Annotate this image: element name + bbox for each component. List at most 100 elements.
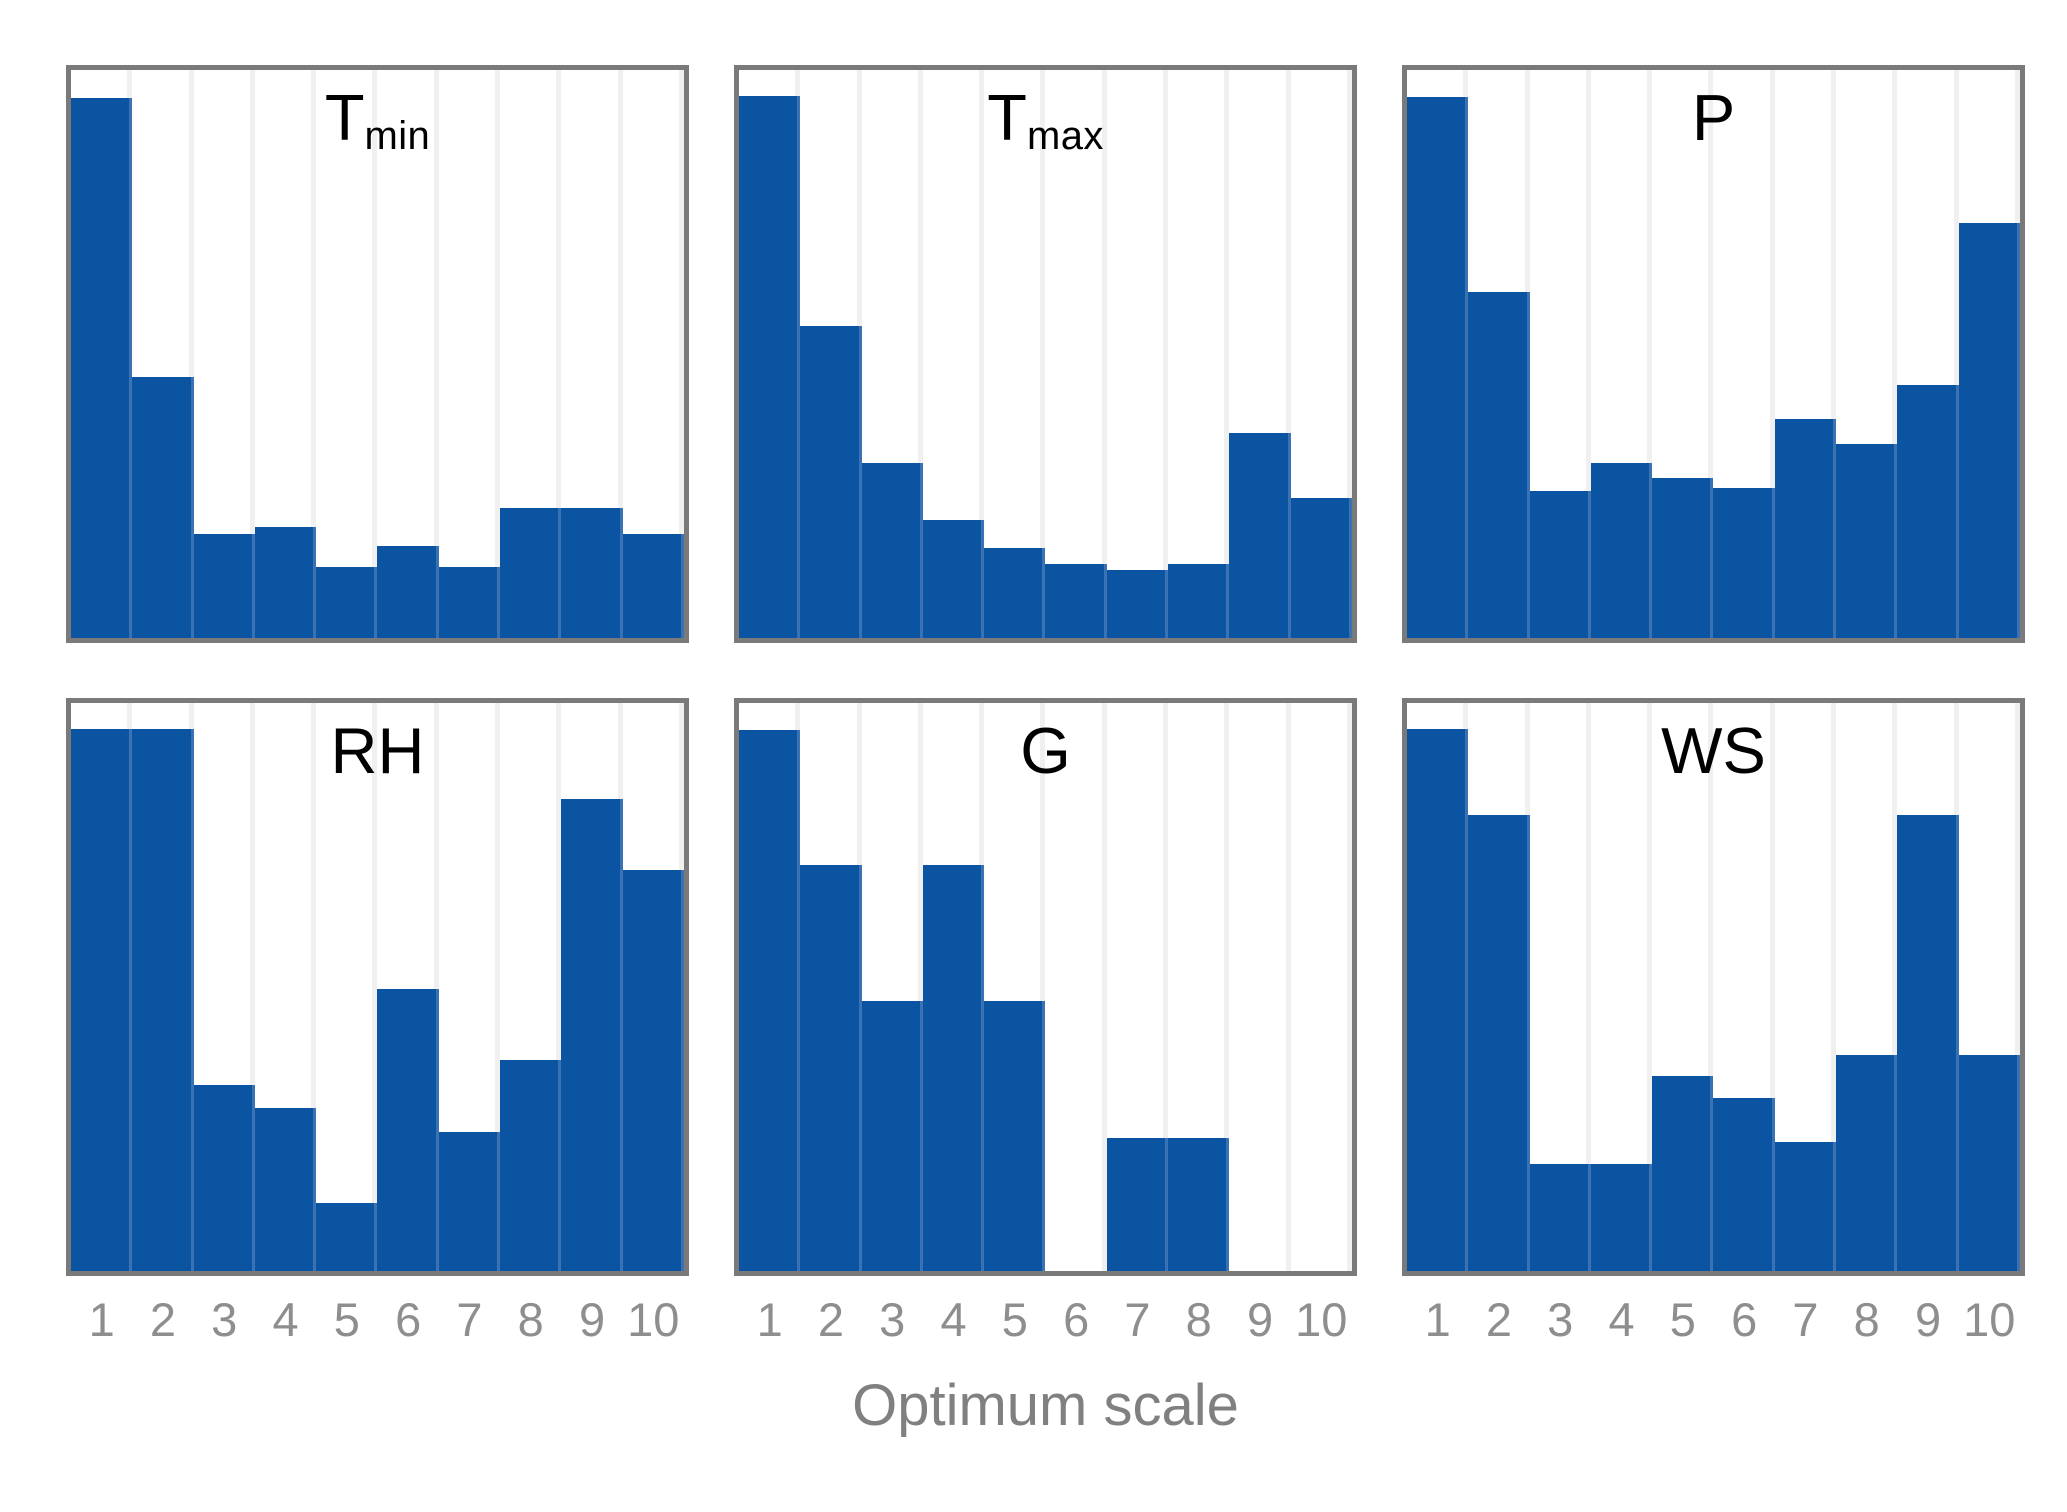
histogram-area <box>1407 703 2020 1271</box>
gridline <box>311 703 317 1271</box>
histogram-bar-9 <box>1897 815 1959 1271</box>
histogram-bar-7 <box>1106 1138 1169 1271</box>
x-tick-label-10: 10 <box>627 1293 680 1346</box>
histogram-bar-10 <box>622 870 684 1271</box>
histogram-bin-7 <box>438 703 501 1271</box>
histogram-bin-9 <box>561 703 623 1271</box>
histogram-bar-1 <box>739 729 801 1271</box>
gridline <box>1647 703 1653 1271</box>
panel-g: G <box>734 698 1357 1276</box>
histogram-bar-2 <box>800 864 862 1271</box>
histogram-bin-5 <box>316 70 378 638</box>
histogram-bar-8 <box>1168 563 1230 638</box>
gridline <box>917 70 923 638</box>
gridline <box>556 70 562 638</box>
gridline <box>372 70 378 638</box>
x-ticks-ws: 1 2 3 4 5 6 7 8 9 10 <box>1407 1292 2020 1347</box>
gridline <box>1101 70 1107 638</box>
histogram-bar-1 <box>71 728 133 1271</box>
histogram-bar-5 <box>1652 477 1714 638</box>
histogram-bin-1 <box>71 70 133 638</box>
histogram-bar-8 <box>1836 443 1898 638</box>
gridline <box>2014 703 2020 1271</box>
gridline <box>1224 70 1230 638</box>
histogram-bin-2 <box>132 703 194 1271</box>
histogram-bar-2 <box>132 728 194 1271</box>
histogram-bar-2 <box>1468 815 1530 1271</box>
gridline <box>495 703 501 1271</box>
histogram-bin-6 <box>1713 70 1775 638</box>
histogram-bin-6 <box>377 70 439 638</box>
histogram-bin-9 <box>1229 703 1291 1271</box>
gridline <box>1163 70 1169 638</box>
gridline <box>1101 703 1107 1271</box>
x-tick-label-9: 9 <box>1914 1293 1942 1346</box>
histogram-bar-7 <box>438 567 501 638</box>
x-tick-label-4: 4 <box>272 1293 299 1346</box>
histogram-bar-5 <box>316 567 378 638</box>
x-tick-label-3: 3 <box>879 1293 906 1346</box>
x-tick-label-3: 3 <box>1547 1293 1574 1346</box>
histogram-bar-1 <box>71 98 133 638</box>
histogram-bin-3 <box>1529 703 1591 1271</box>
gridline <box>1285 703 1291 1271</box>
histogram-bar-4 <box>254 1107 317 1271</box>
panel-tmin: Tmin <box>66 65 689 643</box>
histogram-bin-10 <box>622 703 684 1271</box>
histogram-bin-9 <box>1897 70 1959 638</box>
gridline <box>188 70 194 638</box>
gridline <box>372 703 378 1271</box>
x-tick-label-5: 5 <box>333 1293 360 1346</box>
histogram-bar-6 <box>1713 1097 1775 1271</box>
histogram-bar-3 <box>1529 1163 1591 1271</box>
histogram-bar-10 <box>1958 1054 2020 1271</box>
histogram-bar-3 <box>861 462 923 638</box>
histogram-bar-8 <box>1168 1138 1230 1271</box>
histogram-bin-1 <box>1407 703 1469 1271</box>
histogram-bar-9 <box>561 507 623 638</box>
histogram-bin-4 <box>922 70 985 638</box>
x-tick-label-6: 6 <box>395 1293 422 1346</box>
gridline <box>1892 70 1898 638</box>
histogram-bin-3 <box>193 703 255 1271</box>
gridline <box>1647 70 1653 638</box>
histogram-bar-7 <box>1774 1142 1837 1271</box>
histogram-bar-8 <box>1836 1054 1898 1271</box>
histogram-bin-8 <box>1836 70 1898 638</box>
histogram-bar-7 <box>1106 570 1169 638</box>
histogram-bin-10 <box>1958 703 2020 1271</box>
histogram-bar-1 <box>1407 728 1469 1271</box>
histogram-bar-1 <box>1407 96 1469 638</box>
histogram-bin-3 <box>193 70 255 638</box>
gridline <box>979 70 985 638</box>
gridline <box>1585 70 1591 638</box>
histogram-bin-8 <box>1168 703 1230 1271</box>
gridline <box>678 70 684 638</box>
histogram-bar-8 <box>500 507 562 638</box>
histogram-bar-6 <box>377 545 439 638</box>
histogram-bin-3 <box>861 703 923 1271</box>
gridline <box>1585 703 1591 1271</box>
histogram-bar-6 <box>1713 488 1775 638</box>
histogram-bar-9 <box>1229 432 1291 638</box>
x-tick-label-5: 5 <box>1001 1293 1028 1346</box>
x-tick-label-3: 3 <box>211 1293 238 1346</box>
histogram-bin-4 <box>1590 703 1653 1271</box>
gridline <box>1892 703 1898 1271</box>
histogram-bar-3 <box>193 1084 255 1271</box>
histogram-bin-4 <box>254 703 317 1271</box>
histogram-bar-4 <box>1590 1163 1653 1271</box>
gridline <box>556 703 562 1271</box>
x-tick-label-8: 8 <box>517 1293 544 1346</box>
x-tick-label-7: 7 <box>1124 1293 1151 1346</box>
panel-p: P <box>1402 65 2025 643</box>
gridline <box>249 703 255 1271</box>
histogram-bin-3 <box>861 70 923 638</box>
x-tick-label-10: 10 <box>1963 1293 2016 1346</box>
gridline <box>1224 703 1230 1271</box>
x-tick-label-8: 8 <box>1853 1293 1880 1346</box>
histogram-bin-2 <box>800 70 862 638</box>
histogram-bin-10 <box>1958 70 2020 638</box>
histogram-bin-5 <box>984 70 1046 638</box>
